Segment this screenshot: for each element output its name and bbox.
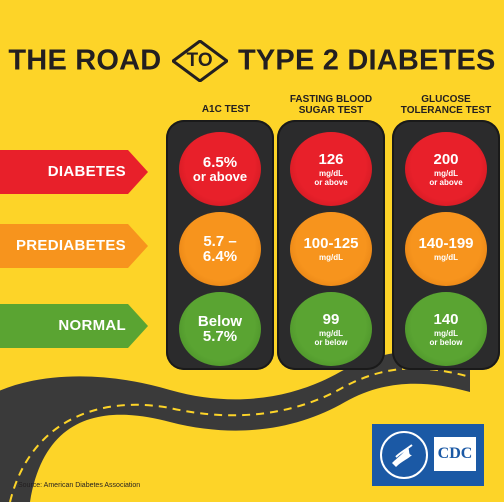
light-value: 6.5% (202, 153, 238, 171)
light-qualifier: or below (429, 337, 463, 347)
light-unit: mg/dL (434, 168, 458, 178)
label-prediabetes: PREDIABETES (16, 237, 126, 254)
light-a1c-prediabetes: 5.7 – 6.4% (179, 212, 261, 286)
cdc-logo: CDC (372, 424, 484, 486)
title-part-2: TYPE 2 DIABETES (237, 44, 496, 77)
page-title: THE ROAD TO TYPE 2 DIABETES (0, 40, 504, 82)
light-qualifier: or above (429, 177, 463, 187)
label-normal: NORMAL (58, 317, 126, 334)
road-sign-text: TO (186, 50, 213, 71)
light-glucose-diabetes: 200 mg/dL or above (405, 132, 487, 206)
road-center-line (9, 367, 471, 502)
light-value: 200 (433, 150, 459, 168)
light-value: 5.7 – (203, 233, 237, 250)
arrow-diabetes: DIABETES (0, 150, 148, 194)
light-qualifier: or above (192, 168, 248, 184)
light-qualifier: or above (314, 177, 348, 187)
light-a1c-normal: Below 5.7% (179, 292, 261, 366)
light-value-2: 5.7% (202, 328, 238, 345)
light-unit: mg/dL (319, 328, 343, 338)
light-glucose-normal: 140 mg/dL or below (405, 292, 487, 366)
header-glucose: GLUCOSE TOLERANCE TEST (400, 94, 492, 116)
light-unit: mg/dL (319, 253, 343, 262)
light-value-2: 6.4% (202, 248, 238, 265)
road-sign-icon: TO (171, 40, 228, 82)
header-fasting: FASTING BLOOD SUGAR TEST (289, 94, 373, 116)
light-value: 140-199 (418, 235, 474, 252)
light-qualifier: or below (314, 337, 348, 347)
light-glucose-prediabetes: 140-199 mg/dL (405, 212, 487, 286)
traffic-light-a1c: 6.5% or above 5.7 – 6.4% Below 5.7% (166, 120, 274, 370)
arrow-normal: NORMAL (0, 304, 148, 348)
traffic-light-glucose: 200 mg/dL or above 140-199 mg/dL 140 mg/… (392, 120, 500, 370)
light-value: 140 (433, 310, 459, 328)
traffic-light-fasting: 126 mg/dL or above 100-125 mg/dL 99 mg/d… (277, 120, 385, 370)
label-diabetes: DIABETES (47, 163, 126, 180)
header-a1c: A1C TEST (201, 104, 251, 115)
light-a1c-diabetes: 6.5% or above (179, 132, 261, 206)
cdc-wordmark: CDC (434, 437, 476, 471)
light-value: 100-125 (303, 235, 359, 252)
light-fasting-normal: 99 mg/dL or below (290, 292, 372, 366)
light-unit: mg/dL (434, 328, 458, 338)
title-part-1: THE ROAD (8, 44, 162, 77)
light-value: 126 (318, 150, 344, 168)
light-value: Below (197, 313, 243, 330)
light-fasting-prediabetes: 100-125 mg/dL (290, 212, 372, 286)
light-unit: mg/dL (319, 168, 343, 178)
light-value: 99 (322, 310, 340, 328)
light-unit: mg/dL (434, 253, 458, 262)
arrow-prediabetes: PREDIABETES (0, 224, 148, 268)
source-credit: Source: American Diabetes Association (18, 482, 141, 489)
road-surface (0, 351, 470, 502)
hhs-seal-icon (380, 431, 428, 479)
light-fasting-diabetes: 126 mg/dL or above (290, 132, 372, 206)
